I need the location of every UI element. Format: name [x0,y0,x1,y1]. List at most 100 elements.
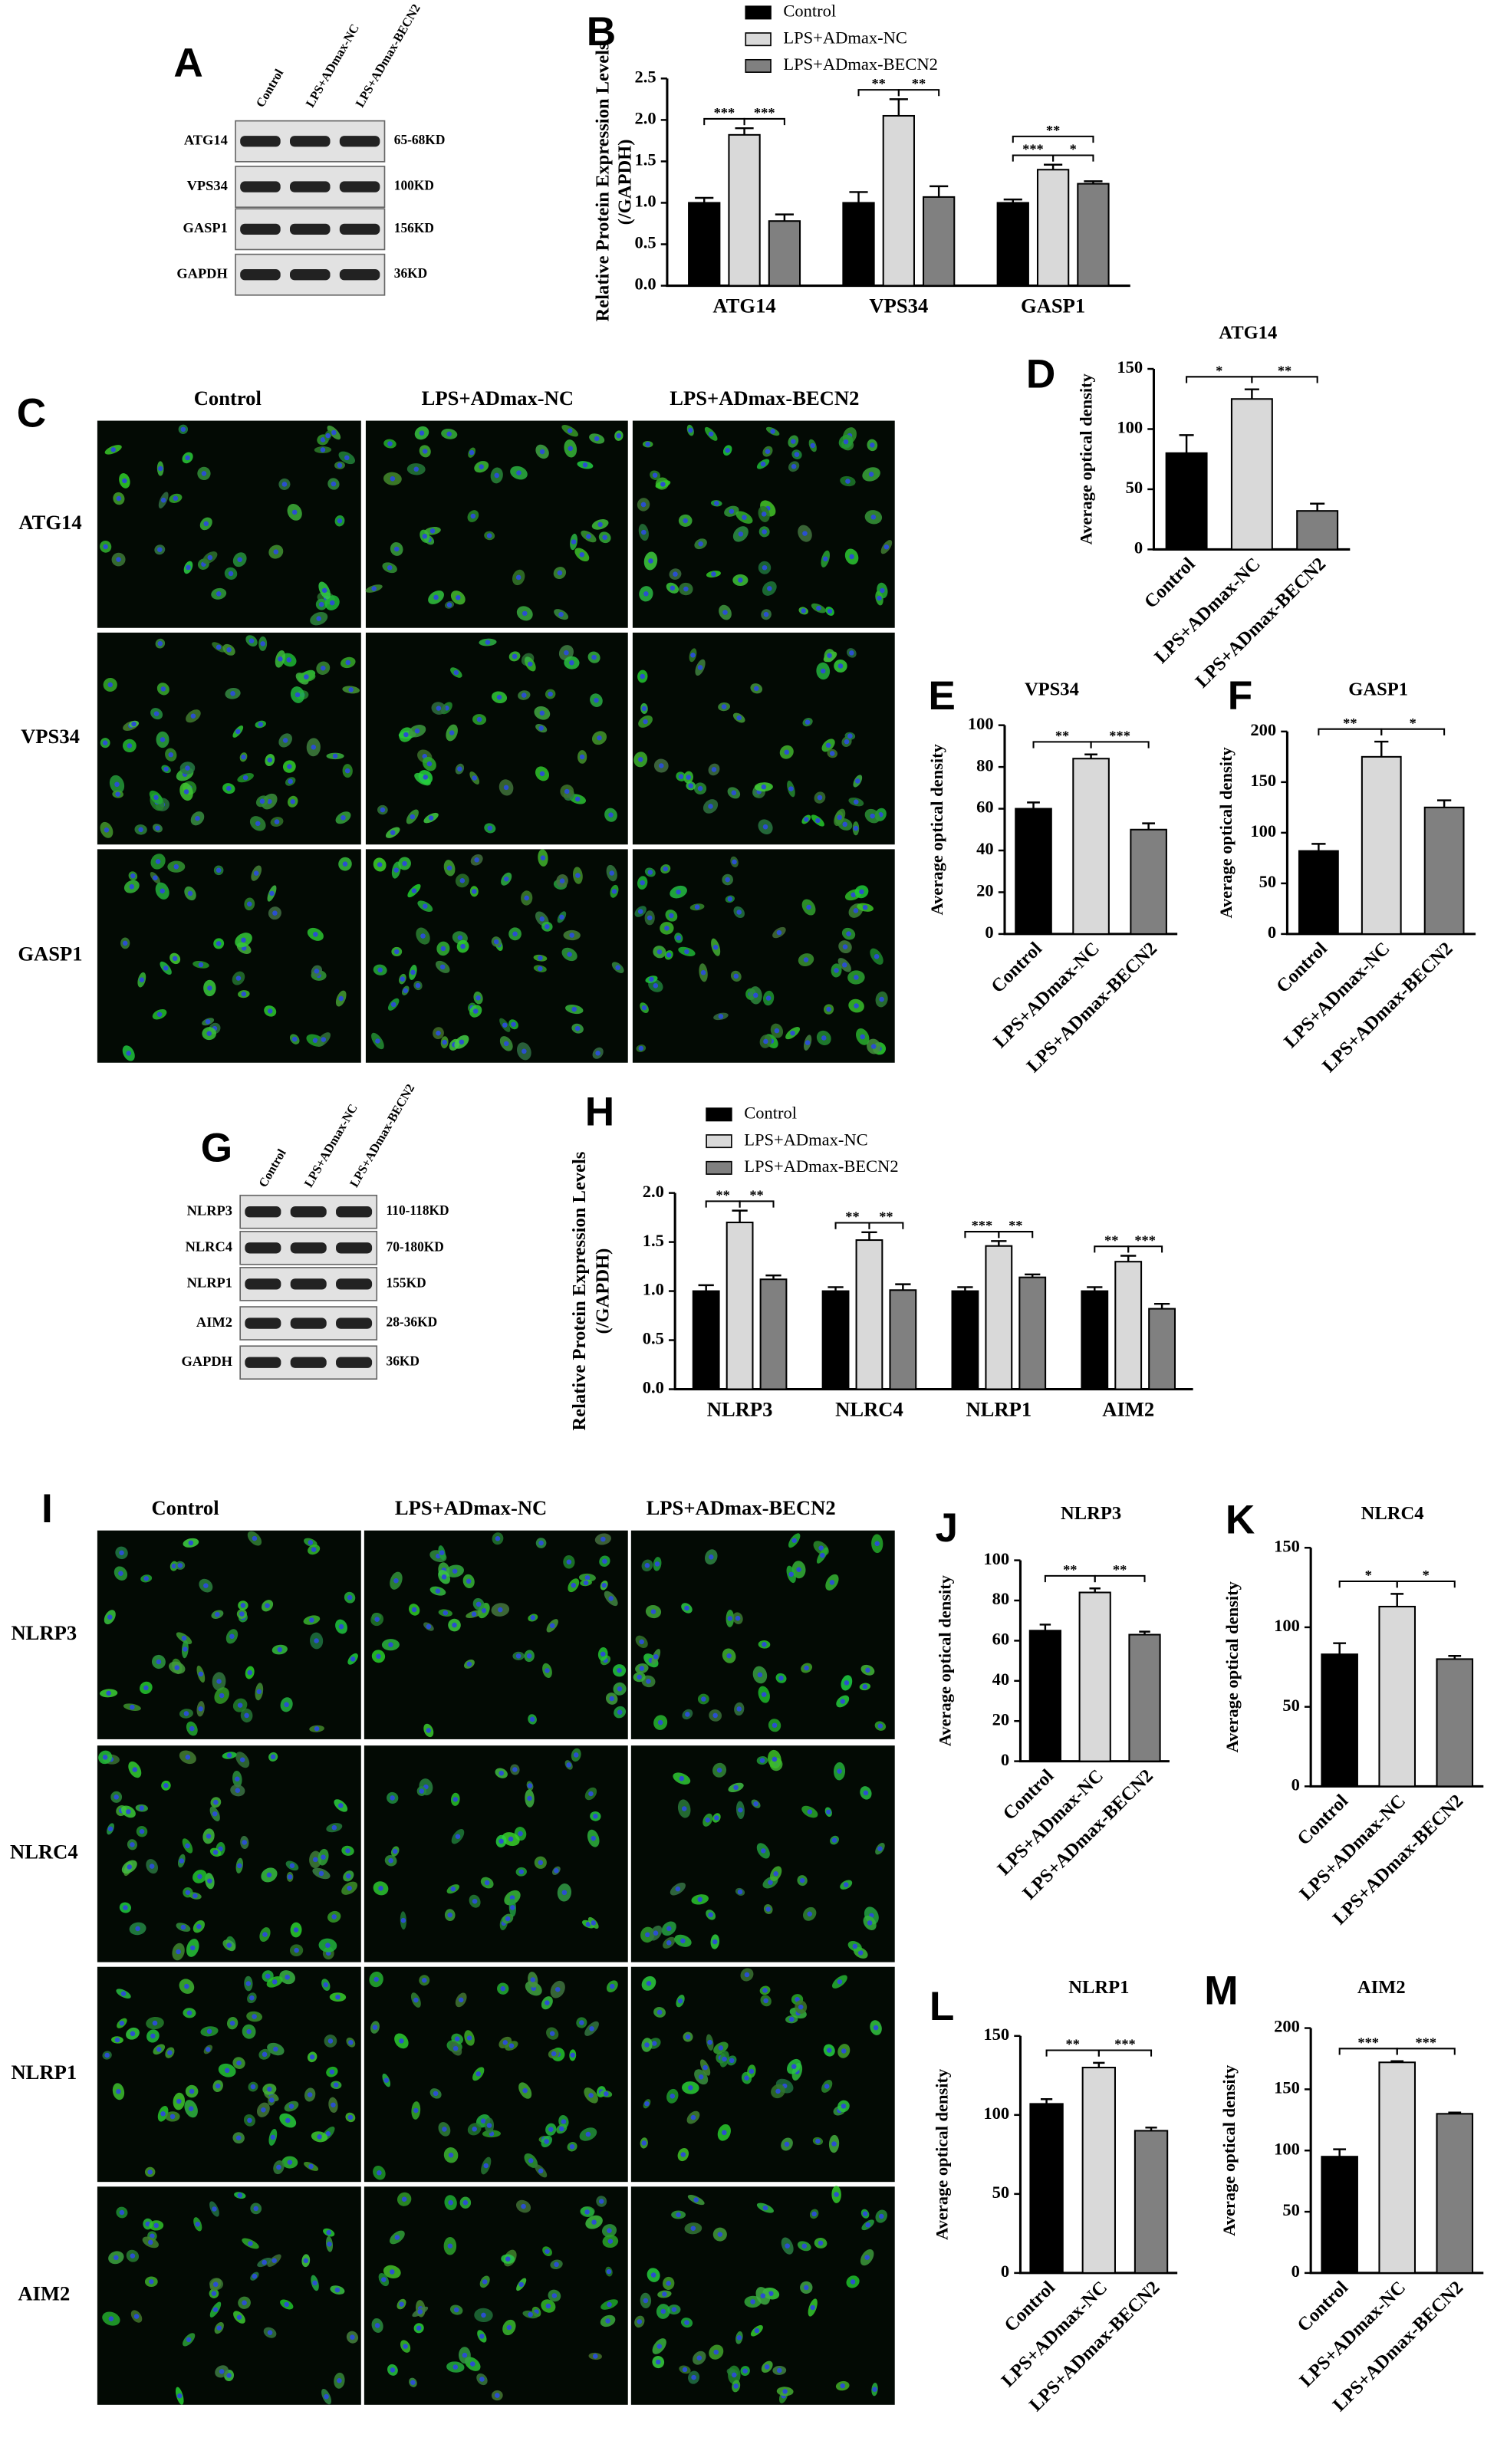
nucleus [377,862,383,867]
nucleus [212,2281,219,2288]
bar [821,1290,850,1390]
nucleus [273,2046,278,2052]
nucleus [277,1647,283,1653]
nucleus [754,2327,760,2334]
nucleus [479,2334,485,2339]
nucleus [749,2068,755,2074]
nucleus [248,2241,253,2246]
nucleus [712,1939,718,1945]
nucleus [446,602,452,608]
nucleus [229,2020,235,2026]
nucleus [584,2209,590,2215]
nucleus [307,2092,313,2097]
nucleus [104,827,110,833]
nucleus [371,586,377,591]
nucleus [312,1857,318,1863]
nucleus [314,1725,320,1732]
nucleus [539,771,545,777]
x-tick-label: Control [1140,554,1199,613]
nucleus [188,1540,194,1546]
nucleus [104,2052,110,2058]
nucleus [762,824,768,830]
nucleus [419,1788,425,1794]
nucleus [270,2134,276,2140]
bar [1072,758,1110,935]
nucleus [122,478,127,484]
nucleus [157,465,163,472]
nucleus [676,935,682,941]
nucleus [584,1574,591,1581]
y-tick-label: 150 [1117,357,1143,377]
nucleus [201,471,207,476]
significance-bracket [1052,154,1094,162]
protein-label: ATG14 [184,132,228,147]
lane-label: LPS+ADmax-BECN2 [347,1081,417,1189]
nucleus [411,888,417,893]
nucleus [342,861,348,867]
nucleus [452,2045,459,2051]
nucleus [717,2232,723,2237]
micrograph [97,420,361,628]
bar [855,1239,883,1390]
nucleus [269,890,275,896]
significance-label: ** [845,1209,859,1225]
error-bar [1003,198,1022,203]
legend-label: Control [783,2,836,21]
error-bar [1436,799,1452,808]
nucleus [462,2199,469,2206]
nucleus [842,944,848,949]
blot-band [339,269,380,281]
error-bar [1153,1302,1170,1309]
nucleus [327,2242,332,2247]
row-label: GASP1 [18,943,82,966]
error-bar [1179,434,1194,453]
nucleus [421,1977,427,1983]
y-tick-label: 0 [1291,2262,1300,2281]
nucleus [423,775,429,780]
x-tick-label: Control [1293,1791,1352,1850]
nucleus [308,2163,314,2170]
error-bar [1044,163,1063,170]
nucleus [237,1863,242,1869]
nucleus [173,495,179,502]
nucleus [160,497,166,503]
nucleus [278,656,283,662]
nucleus [646,1679,651,1684]
nucleus [390,830,396,835]
error-bar [1448,1655,1462,1660]
nucleus [281,482,288,487]
nucleus [521,2203,526,2209]
nucleus [510,1905,515,1910]
nucleus [738,1807,743,1813]
nucleus [130,873,136,879]
nucleus [325,433,331,439]
nucleus [842,821,847,827]
nucleus [784,2141,790,2147]
nucleus [874,1541,880,1547]
significance-label: ** [1009,1218,1022,1233]
row-label: AIM2 [18,2282,70,2305]
y-tick-label: 150 [983,2025,1009,2044]
significance-bracket [897,89,940,97]
blot-band [240,136,281,147]
nucleus [722,2130,727,2136]
nucleus [607,2228,612,2233]
size-label: 36KD [394,266,427,281]
nucleus [474,857,479,863]
chart-title: GASP1 [1348,679,1408,699]
nucleus [678,774,684,779]
x-tick-label: NLRP3 [707,1397,773,1420]
nucleus [505,1916,511,1922]
error-bar [1120,1255,1137,1262]
nucleus [442,2127,447,2132]
y-tick-label: 200 [1250,720,1276,739]
nucleus [400,976,406,982]
nucleus [242,775,248,781]
y-tick-label: 50 [1282,2200,1300,2219]
nucleus [212,2307,219,2313]
nucleus [806,904,811,910]
y-tick-label: 0.0 [643,1378,664,1397]
nucleus [753,686,759,692]
